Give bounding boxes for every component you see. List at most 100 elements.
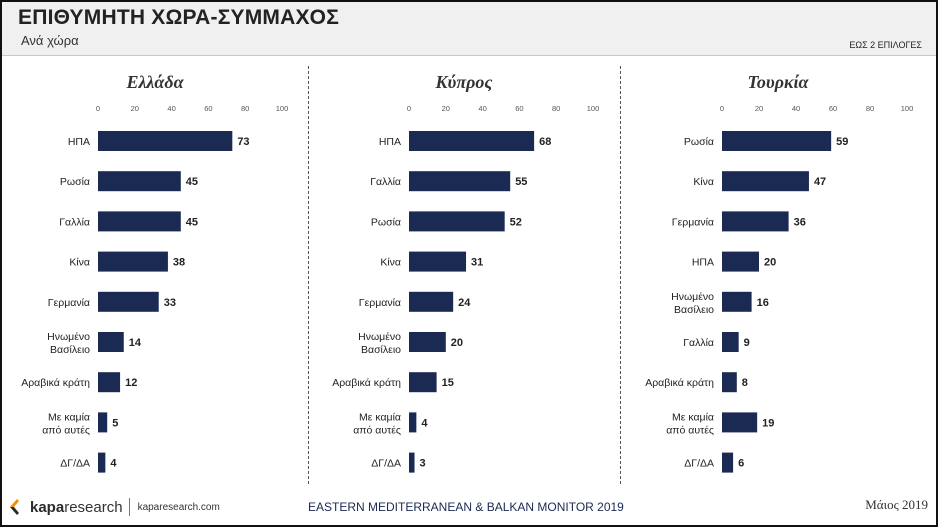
data-label: 8	[742, 377, 748, 389]
bar	[722, 251, 759, 272]
bar	[409, 332, 446, 352]
data-label: 4	[421, 417, 428, 429]
footer-date: Μάιος 2019	[865, 497, 928, 512]
bar	[98, 291, 159, 312]
bar	[409, 251, 467, 272]
bar	[722, 452, 734, 473]
category-label: ΔΓ/ΔΑ	[60, 458, 90, 470]
data-label: 45	[186, 216, 198, 228]
panel-title-turkey: Τουρκία	[747, 72, 809, 92]
bar	[409, 211, 505, 232]
panel-divider	[308, 66, 309, 484]
data-label: 73	[237, 136, 249, 148]
data-label: 31	[471, 257, 483, 269]
data-label: 9	[744, 337, 750, 349]
data-label: 33	[164, 297, 176, 309]
data-label: 14	[129, 337, 142, 349]
data-label: 12	[125, 377, 137, 389]
category-label: ΗΠΑ	[68, 136, 90, 148]
x-tick-label: 100	[587, 104, 600, 113]
bar	[722, 171, 809, 192]
x-tick-label: 40	[167, 104, 175, 113]
x-tick-label: 20	[755, 104, 763, 113]
x-tick-label: 100	[276, 104, 289, 113]
x-tick-label: 60	[515, 104, 523, 113]
data-label: 19	[762, 417, 774, 429]
category-label: Κίνα	[380, 257, 401, 269]
data-label: 6	[738, 458, 744, 470]
kapa-logo-icon	[10, 499, 19, 515]
category-label: Με καμία από αυτές	[42, 411, 90, 436]
category-label: Αραβικά κράτη	[645, 377, 714, 389]
category-label: Ρωσία	[60, 176, 90, 188]
category-label: Ηνωμένο Βασίλειο	[358, 331, 401, 356]
bar	[409, 171, 511, 192]
category-label: Αραβικά κράτη	[21, 377, 90, 389]
bar	[409, 452, 415, 473]
bar	[98, 211, 181, 232]
x-tick-label: 40	[478, 104, 486, 113]
page-title: ΕΠΙΘΥΜΗΤΗ ΧΩΡΑ-ΣΥΜΜΑΧΟΣ	[18, 6, 340, 29]
x-tick-label: 0	[720, 104, 724, 113]
footer-survey-name: EASTERN MEDITERRANEAN & BALKAN MONITOR 2…	[308, 500, 624, 514]
data-label: 3	[420, 458, 426, 470]
category-label: Αραβικά κράτη	[332, 377, 401, 389]
choice-note: ΕΩΣ 2 ΕΠΙΛΟΓΕΣ	[849, 40, 922, 50]
bar	[722, 332, 739, 352]
data-label: 5	[112, 417, 118, 429]
data-label: 16	[757, 297, 769, 309]
bar	[98, 131, 233, 151]
data-label: 15	[442, 377, 454, 389]
bar	[98, 372, 121, 393]
x-tick-label: 80	[866, 104, 874, 113]
header-bar: ΕΠΙΘΥΜΗΤΗ ΧΩΡΑ-ΣΥΜΜΑΧΟΣ Ανά χώρα ΕΩΣ 2 Ε…	[0, 0, 938, 56]
panel-title-greece: Ελλάδα	[126, 72, 184, 92]
data-label: 24	[458, 297, 471, 309]
category-label: Ηνωμένο Βασίλειο	[47, 331, 90, 356]
data-label: 68	[539, 136, 551, 148]
x-tick-label: 20	[442, 104, 450, 113]
kapa-research-logo: kaparesearch kaparesearch.com	[8, 497, 220, 517]
x-tick-label: 100	[901, 104, 914, 113]
data-label: 45	[186, 176, 198, 188]
category-label: Με καμία από αυτές	[353, 411, 401, 436]
x-tick-label: 0	[96, 104, 100, 113]
category-label: Κίνα	[693, 176, 714, 188]
bar	[98, 332, 124, 352]
x-tick-label: 40	[792, 104, 800, 113]
data-label: 38	[173, 257, 185, 269]
category-label: Ρωσία	[684, 136, 714, 148]
bar	[722, 131, 832, 151]
bar	[98, 171, 181, 192]
data-label: 20	[764, 257, 776, 269]
footer-url[interactable]: kaparesearch.com	[137, 501, 220, 513]
category-label: Γερμανία	[359, 297, 401, 309]
data-label: 55	[515, 176, 527, 188]
page-subtitle: Ανά χώρα	[21, 33, 79, 48]
category-label: Ρωσία	[371, 216, 401, 228]
category-label: Γαλλία	[59, 216, 90, 228]
bar	[98, 251, 168, 272]
x-tick-label: 80	[241, 104, 249, 113]
data-label: 47	[814, 176, 826, 188]
category-label: ΗΠΑ	[379, 136, 401, 148]
category-label: Κίνα	[69, 257, 90, 269]
logo-text: kaparesearch	[30, 498, 123, 516]
x-tick-label: 60	[204, 104, 212, 113]
category-label: ΗΠΑ	[692, 257, 714, 269]
bar	[409, 291, 454, 312]
bar	[409, 372, 437, 393]
bar	[409, 131, 535, 151]
x-tick-label: 20	[131, 104, 139, 113]
panel-divider	[620, 66, 621, 484]
category-label: ΔΓ/ΔΑ	[684, 458, 714, 470]
bar	[98, 452, 106, 473]
category-label: Γαλλία	[370, 176, 401, 188]
category-label: Με καμία από αυτές	[666, 411, 714, 436]
bar	[409, 412, 417, 433]
panel-title-cyprus: Κύπρος	[435, 72, 493, 92]
category-label: ΔΓ/ΔΑ	[371, 458, 401, 470]
bar	[722, 211, 789, 232]
data-label: 52	[510, 216, 522, 228]
